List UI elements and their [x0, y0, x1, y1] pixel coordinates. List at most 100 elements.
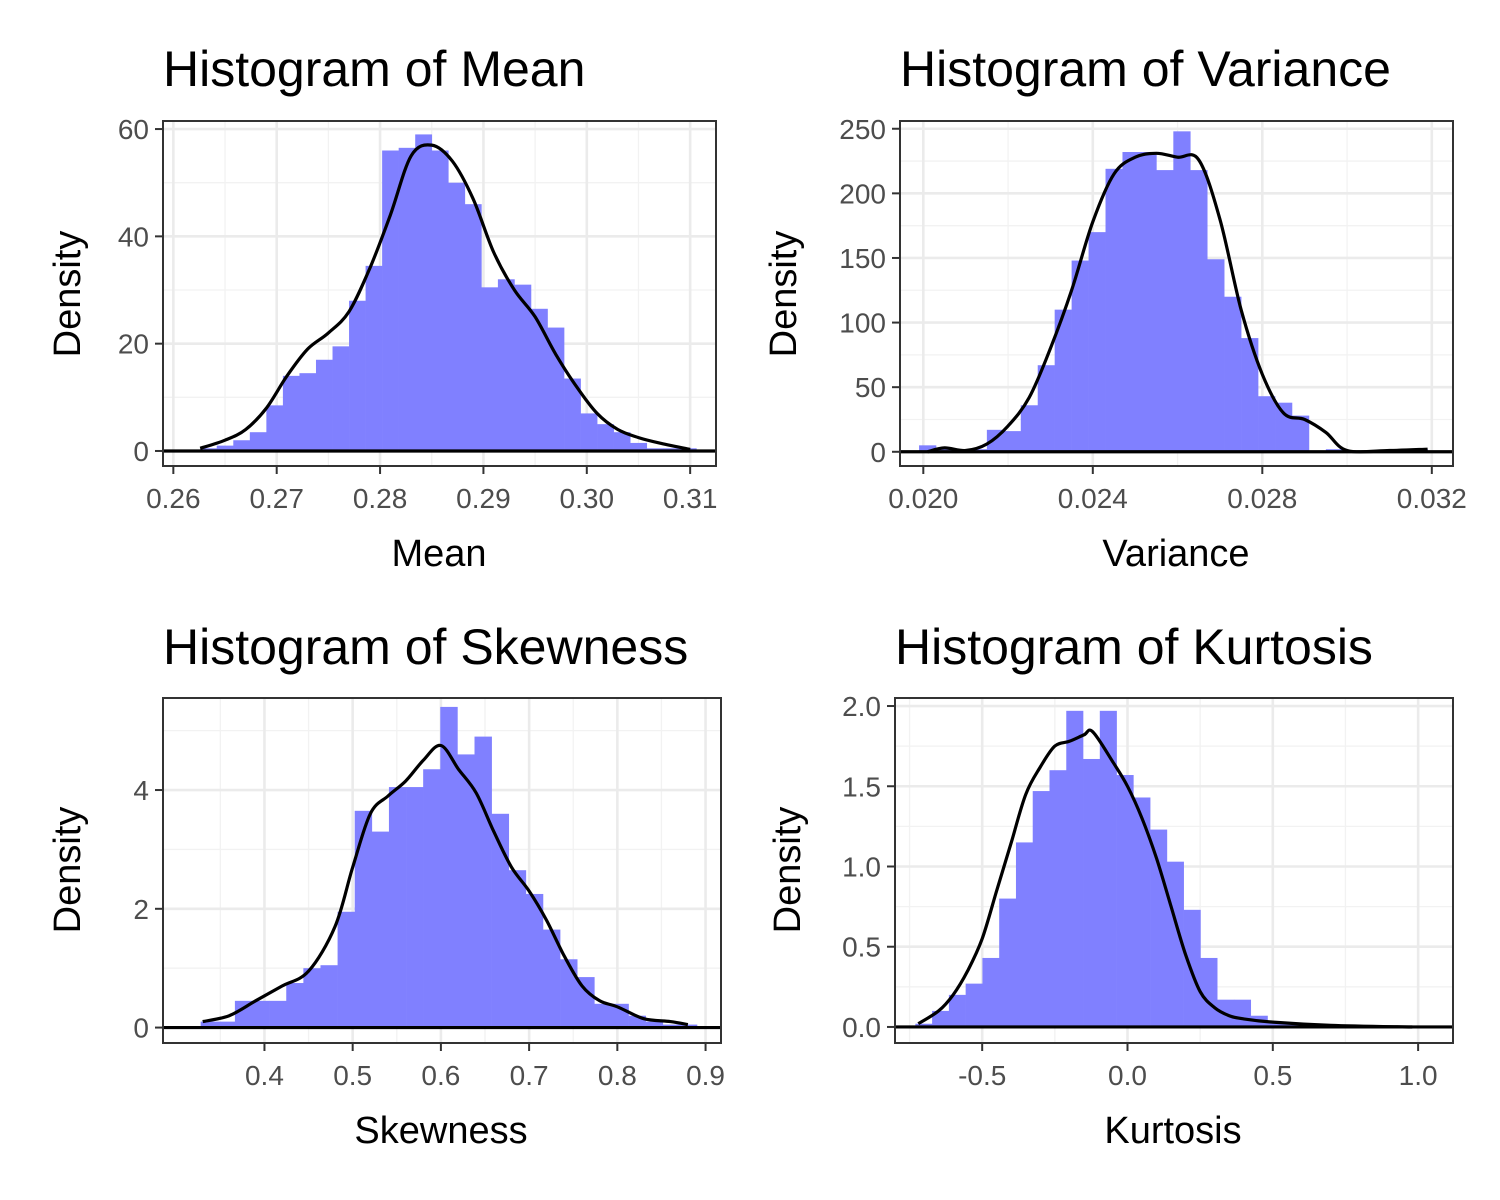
plot-area: -0.5 0.0 0.5 1.0 0.0 0.5 1.0 1.5 2.0 — [842, 691, 1454, 1091]
x-tick-label: 0.31 — [663, 483, 718, 514]
histogram-bar — [1116, 775, 1134, 1027]
histogram-bar — [371, 831, 390, 1028]
histogram-bar — [508, 870, 527, 1028]
y-tick-label: 1.0 — [842, 851, 881, 882]
histogram-bar — [349, 300, 366, 451]
histogram-bar — [1032, 791, 1050, 1027]
histogram-bar — [398, 147, 416, 451]
x-tick-label: 0.028 — [1227, 483, 1297, 514]
density-curve — [202, 743, 689, 1027]
x-tick-label: 0.8 — [598, 1060, 637, 1091]
histogram-bar — [1133, 797, 1151, 1027]
histogram-bar — [406, 787, 424, 1028]
x-tick-label: 1.0 — [1399, 1060, 1438, 1091]
histogram-bar — [1207, 259, 1225, 452]
histogram-bar — [514, 284, 532, 451]
histogram-bar — [388, 787, 407, 1028]
histogram-bar — [252, 1000, 270, 1028]
x-axis-title: Variance — [1102, 533, 1249, 575]
panel-border — [162, 120, 717, 467]
histogram-bar — [1003, 431, 1022, 452]
panel-title: Histogram of Variance — [900, 41, 1391, 97]
histogram-bar — [1156, 170, 1174, 452]
y-tick-label: 4 — [133, 775, 149, 806]
histogram-bar — [630, 442, 648, 451]
panel-title: Histogram of Kurtosis — [895, 619, 1373, 675]
x-tick-label: 0.5 — [333, 1060, 372, 1091]
y-tick-label: 0 — [133, 1013, 149, 1044]
x-tick-label: 0.032 — [1397, 483, 1467, 514]
x-tick-label: 0.4 — [245, 1060, 284, 1091]
x-tick-label: -0.5 — [958, 1060, 1006, 1091]
histogram-bar — [216, 445, 234, 451]
panel-kurtosis: Histogram of Kurtosis -0.5 0.0 0.5 1.0 0.0 0.… — [767, 619, 1454, 1152]
histogram-bar — [282, 375, 300, 451]
x-axis-title: Mean — [391, 533, 486, 575]
y-axis-title: Density — [767, 807, 809, 934]
histogram-bar — [457, 754, 475, 1028]
histogram-bar — [597, 424, 614, 451]
histogram-bar — [415, 134, 433, 451]
y-tick-label: 100 — [839, 308, 886, 339]
y-tick-label: 2 — [133, 894, 149, 925]
x-tick-label: 0.28 — [353, 483, 408, 514]
histogram-bar — [932, 1010, 950, 1027]
y-axis-title: Density — [763, 231, 805, 358]
x-tick-label: 0.024 — [1058, 483, 1128, 514]
histogram-bar — [234, 1000, 253, 1028]
histogram-bar — [1284, 1023, 1302, 1027]
histogram-bar — [613, 432, 631, 451]
histogram-bar — [491, 813, 510, 1028]
histogram-bar — [1066, 710, 1084, 1027]
histogram-bar — [542, 929, 561, 1028]
histogram-bar — [365, 265, 383, 451]
histogram-bar — [982, 957, 1000, 1027]
y-tick-label: 0 — [870, 437, 886, 468]
histogram-bar — [1258, 396, 1276, 452]
histogram-bar — [249, 432, 267, 451]
histogram-bar — [332, 346, 350, 451]
histogram-bar — [464, 204, 482, 451]
plot-area: 0.4 0.5 0.6 0.7 0.8 0.9 0 2 4 — [133, 697, 725, 1091]
histogram-bar — [303, 968, 321, 1028]
panel-border — [162, 697, 722, 1044]
histogram-bar — [1054, 309, 1072, 452]
histogram-bar — [481, 287, 499, 451]
histogram-bar — [525, 893, 544, 1028]
histogram-bar — [448, 182, 466, 451]
histogram-bar — [1020, 405, 1039, 452]
y-tick-label: 250 — [839, 114, 886, 145]
y-tick-label: 200 — [839, 178, 886, 209]
histogram-bar — [1083, 758, 1101, 1027]
histogram-bar — [1190, 170, 1208, 452]
histogram-bar — [594, 1003, 612, 1028]
histogram-bar — [1105, 168, 1123, 452]
histogram-bar — [266, 405, 284, 451]
histogram-bar — [1150, 829, 1168, 1027]
x-tick-label: 0.26 — [146, 483, 201, 514]
x-tick-label: 0.27 — [249, 483, 304, 514]
y-tick-label: 1.5 — [842, 771, 881, 802]
panel-title: Histogram of Skewness — [163, 619, 688, 675]
x-tick-label: 0.020 — [888, 483, 958, 514]
histogram-bar — [645, 1021, 664, 1028]
histogram-bar — [440, 706, 458, 1028]
density-curve — [917, 728, 1413, 1029]
histogram-bar — [320, 965, 338, 1028]
y-tick-label: 150 — [839, 243, 886, 274]
y-axis-title: Density — [47, 807, 89, 934]
histogram-bar — [1275, 402, 1293, 452]
panel-border — [899, 120, 1454, 467]
histogram-bar — [1088, 232, 1106, 452]
panel-border — [894, 697, 1454, 1044]
histogram-bar — [1139, 152, 1157, 452]
histogram-bar — [497, 279, 515, 451]
histogram-bar — [233, 440, 251, 451]
histogram-bar — [315, 359, 333, 451]
x-tick-label: 0.6 — [421, 1060, 460, 1091]
histogram-bar — [299, 373, 317, 451]
histogram-bar — [1071, 260, 1089, 452]
x-tick-label: 0.9 — [686, 1060, 725, 1091]
histogram-bar — [1099, 710, 1117, 1027]
